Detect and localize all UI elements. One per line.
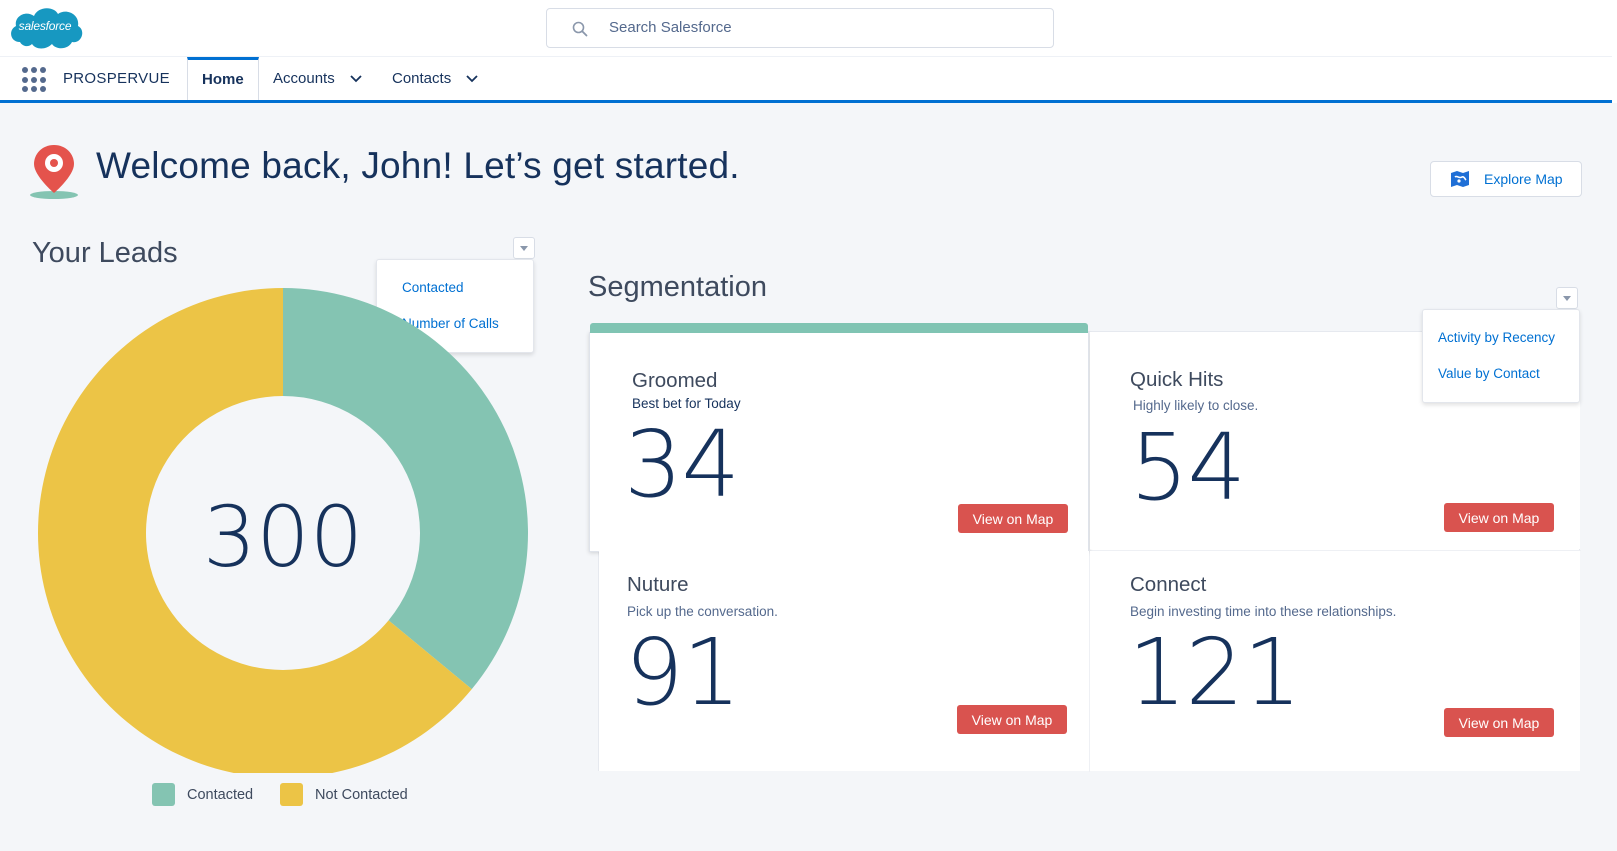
legend-not-contacted: Not Contacted (280, 783, 408, 806)
explore-map-button[interactable]: Explore Map (1430, 161, 1582, 197)
chevron-down-icon[interactable] (465, 74, 479, 84)
segment-count: 121 (1128, 619, 1302, 726)
segment-name: Groomed (632, 369, 718, 392)
explore-map-label: Explore Map (1484, 171, 1563, 187)
search-input[interactable]: Search Salesforce (609, 19, 732, 36)
app-launcher-icon[interactable] (22, 67, 48, 93)
tab-home-label: Home (202, 71, 244, 88)
location-pin-icon (30, 145, 78, 199)
leads-donut-chart: 300 (38, 288, 528, 773)
segment-tile-connect[interactable]: Connect Begin investing time into these … (1090, 551, 1580, 771)
leads-total: 300 (203, 488, 363, 586)
app-name: PROSPERVUE (63, 70, 170, 87)
legend-label-not-contacted: Not Contacted (315, 786, 408, 803)
leads-menu: Contacted Number of Calls (376, 259, 534, 353)
tab-accounts[interactable]: Accounts (259, 57, 377, 100)
view-on-map-button[interactable]: View on Map (1444, 503, 1554, 532)
segment-count: 91 (625, 619, 741, 726)
chevron-down-icon (520, 246, 528, 251)
tile-accent-bar (590, 323, 1088, 333)
salesforce-logo[interactable] (6, 2, 84, 54)
app-navigation: PROSPERVUE Home Accounts Contacts (0, 56, 1612, 103)
search-icon (572, 21, 588, 37)
segment-name: Quick Hits (1130, 368, 1224, 391)
segment-name: Connect (1130, 573, 1207, 596)
tab-accounts-label: Accounts (273, 70, 335, 87)
chevron-down-icon[interactable] (349, 74, 363, 84)
global-search[interactable]: Search Salesforce (546, 8, 1054, 48)
view-on-map-button[interactable]: View on Map (1444, 708, 1554, 737)
segment-subtitle: Pick up the conversation. (627, 604, 778, 619)
segmentation-menu: Activity by Recency Value by Contact (1422, 309, 1580, 403)
leads-title: Your Leads (32, 237, 178, 269)
view-on-map-button[interactable]: View on Map (957, 705, 1067, 734)
segment-subtitle: Begin investing time into these relation… (1130, 604, 1397, 619)
legend-swatch-not-contacted (280, 783, 303, 806)
legend-contacted: Contacted (152, 783, 253, 806)
segment-subtitle: Best bet for Today (632, 396, 741, 411)
legend-label-contacted: Contacted (187, 786, 254, 803)
chevron-down-icon (1563, 296, 1571, 301)
menu-item-contacted[interactable]: Contacted (402, 280, 464, 295)
segment-count: 34 (624, 411, 740, 518)
menu-item-activity-by-recency[interactable]: Activity by Recency (1438, 330, 1556, 345)
segmentation-dropdown-button[interactable] (1556, 287, 1578, 309)
donut-slice-contacted[interactable] (283, 288, 528, 690)
global-header: salesforce Search Salesforce (0, 0, 1617, 56)
logo-text: salesforce (18, 19, 72, 33)
segment-tile-groomed[interactable]: Groomed Best bet for Today 34 View on Ma… (589, 323, 1089, 552)
map-icon (1451, 171, 1469, 187)
menu-item-number-of-calls[interactable]: Number of Calls (402, 316, 499, 331)
donut-slice-not-contacted[interactable] (38, 288, 472, 773)
tab-contacts[interactable]: Contacts (378, 57, 493, 100)
welcome-message: Welcome back, John! Let’s get started. (96, 145, 740, 186)
leads-dropdown-button[interactable] (513, 237, 535, 259)
segmentation-title: Segmentation (588, 271, 767, 303)
tab-home[interactable]: Home (187, 57, 259, 100)
home-page: Welcome back, John! Let’s get started. E… (0, 103, 1617, 851)
view-on-map-button[interactable]: View on Map (958, 504, 1068, 533)
segment-name: Nuture (627, 573, 689, 596)
segment-subtitle: Highly likely to close. (1133, 398, 1259, 413)
segment-count: 54 (1130, 414, 1246, 521)
segment-tile-nuture[interactable]: Nuture Pick up the conversation. 91 View… (599, 551, 1089, 771)
legend-swatch-contacted (152, 783, 175, 806)
menu-item-value-by-contact[interactable]: Value by Contact (1438, 366, 1540, 381)
tab-contacts-label: Contacts (392, 70, 452, 87)
